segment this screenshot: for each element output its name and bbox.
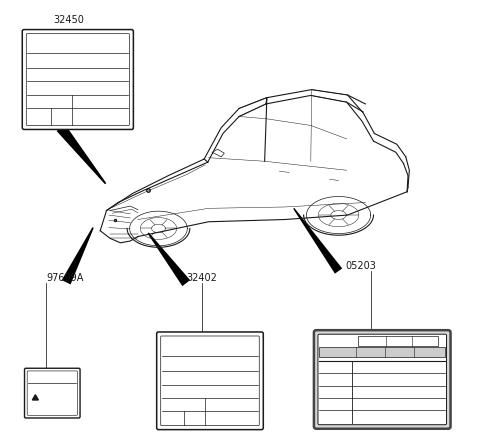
Polygon shape <box>62 227 94 284</box>
Text: 32450: 32450 <box>53 15 84 25</box>
Bar <box>319 348 445 358</box>
FancyBboxPatch shape <box>27 371 77 415</box>
Bar <box>359 336 438 346</box>
FancyBboxPatch shape <box>314 330 451 429</box>
FancyBboxPatch shape <box>156 332 264 430</box>
Polygon shape <box>147 233 190 286</box>
FancyBboxPatch shape <box>26 34 129 125</box>
Polygon shape <box>32 395 38 400</box>
FancyBboxPatch shape <box>318 334 446 425</box>
Text: 05203: 05203 <box>345 261 376 271</box>
Text: 32402: 32402 <box>187 273 217 283</box>
Polygon shape <box>293 208 342 274</box>
FancyBboxPatch shape <box>24 368 80 418</box>
FancyBboxPatch shape <box>161 336 259 426</box>
Text: 97699A: 97699A <box>47 273 84 283</box>
Polygon shape <box>57 125 106 184</box>
FancyBboxPatch shape <box>22 30 133 129</box>
